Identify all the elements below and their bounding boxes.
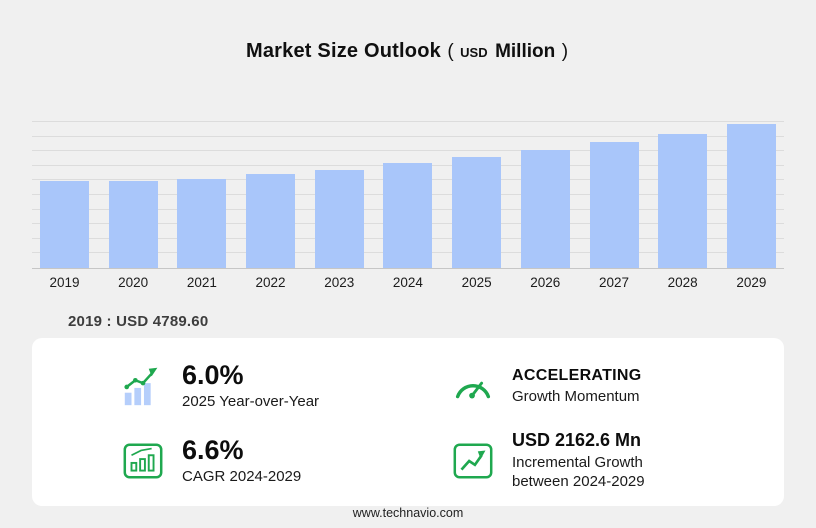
x-tick-2026: 2026 — [530, 275, 561, 290]
gauge-icon — [450, 363, 496, 409]
x-tick-2020: 2020 — [118, 275, 149, 290]
yoy-value: 6.0% — [182, 359, 244, 390]
x-axis-labels: 2019 2020 2021 2022 2023 2024 2025 2026 2027 2028… — [32, 275, 784, 290]
title-paren-close: ) — [561, 41, 569, 62]
momentum-label: Growth Momentum — [512, 387, 640, 405]
market-size-bar-chart — [32, 121, 784, 269]
website-link: www.technavio.com — [352, 506, 464, 520]
bar-plot — [32, 122, 784, 268]
stat-yoy-text: 6.0% 2025 Year-over-Year — [182, 359, 320, 411]
stat-incremental-text: USD 2162.6 Mn Incremental Growth between… — [512, 430, 672, 492]
title-currency: USD — [460, 45, 488, 60]
stat-cagr: 6.6% CAGR 2024-2029 — [120, 423, 430, 498]
stat-incremental-growth: USD 2162.6 Mn Incremental Growth between… — [450, 423, 764, 498]
stat-cagr-text: 6.6% CAGR 2024-2029 — [182, 434, 302, 486]
base-year-callout: 2019 : USD 4789.60 — [68, 313, 209, 330]
bar-2021 — [177, 178, 227, 268]
page-title: Market Size Outlook ( USD Million ) — [0, 40, 816, 63]
bar-2028 — [658, 133, 708, 268]
stat-yoy: 6.0% 2025 Year-over-Year — [120, 348, 430, 423]
stat-momentum-text: ACCELERATING Growth Momentum — [512, 367, 642, 405]
yoy-label: 2025 Year-over-Year — [182, 393, 320, 411]
title-text: Market Size Outlook — [245, 40, 441, 62]
cagr-label: CAGR 2024-2029 — [182, 468, 302, 486]
title-paren-open: ( — [447, 41, 454, 62]
x-tick-2025: 2025 — [461, 275, 492, 290]
x-tick-2021: 2021 — [186, 275, 217, 290]
cagr-chart-icon — [120, 438, 166, 484]
stat-momentum: ACCELERATING Growth Momentum — [450, 348, 764, 423]
x-tick-2024: 2024 — [392, 275, 423, 290]
gridline — [32, 135, 784, 137]
cagr-value: 6.6% — [182, 434, 244, 465]
incremental-label: Incremental Growth between 2024-2029 — [512, 453, 645, 490]
x-tick-2019: 2019 — [49, 275, 80, 290]
bar-2019 — [40, 180, 89, 268]
x-tick-2028: 2028 — [667, 275, 698, 290]
bar-2024 — [383, 163, 433, 268]
incremental-value: USD 2162.6 Mn — [512, 429, 642, 450]
bar-2023 — [314, 169, 364, 268]
title-unit: Million — [495, 41, 556, 62]
bar-2026 — [520, 149, 570, 268]
yoy-bar-growth-icon — [120, 363, 166, 409]
bar-2027 — [589, 142, 639, 268]
gridline — [32, 121, 784, 122]
gridline — [32, 150, 784, 152]
bar-2020 — [108, 181, 158, 268]
x-tick-2022: 2022 — [255, 275, 286, 290]
x-tick-2027: 2027 — [598, 275, 630, 290]
stats-panel: 6.0% 2025 Year-over-Year ACCELERATING Gr… — [32, 338, 784, 506]
bar-2029 — [726, 123, 776, 268]
x-tick-2029: 2029 — [736, 275, 767, 290]
x-tick-2023: 2023 — [324, 275, 355, 290]
bar-2022 — [246, 174, 296, 268]
incremental-trend-icon — [450, 438, 496, 484]
bar-2025 — [452, 156, 502, 268]
momentum-value: ACCELERATING — [512, 366, 642, 384]
